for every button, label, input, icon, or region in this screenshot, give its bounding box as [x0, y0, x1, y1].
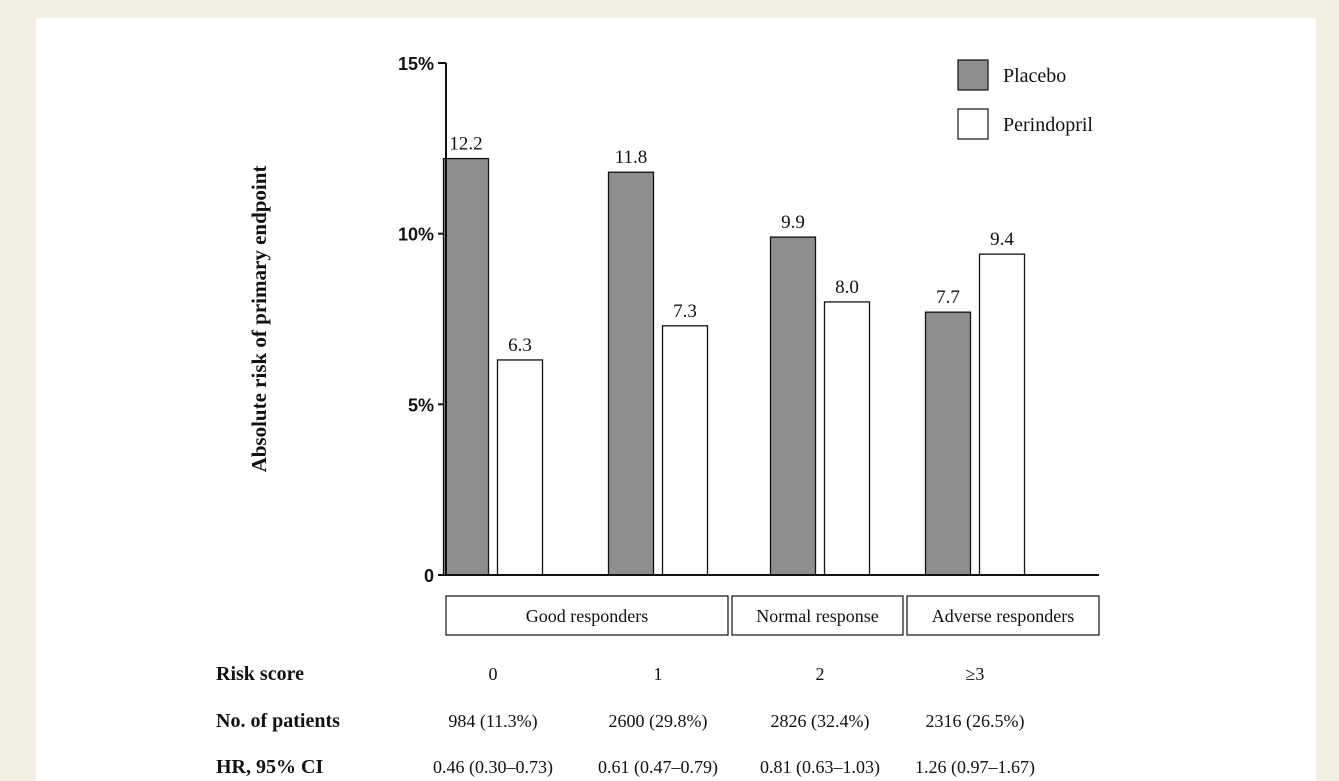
bar-label-perindopril-2: 8.0 — [835, 277, 859, 298]
data-table: Risk score 0 1 2 ≥3 No. of patients 984 (11.3%… — [216, 663, 1035, 778]
table-cell-0-2: 2 — [816, 664, 825, 684]
bar-placebo-2 — [769, 236, 817, 576]
group-box-0 — [445, 595, 729, 636]
legend: Placebo Perindopril — [957, 59, 1093, 140]
bar-label-perindopril-0: 6.3 — [508, 335, 532, 356]
table-cell-2-0: 0.46 (0.30–0.73) — [433, 757, 553, 778]
legend-swatch-perindopril — [957, 108, 989, 140]
bar-perindopril-3 — [978, 253, 1026, 576]
table-cell-2-3: 1.26 (0.97–1.67) — [915, 757, 1035, 778]
y-axis-title: Absolute risk of primary endpoint — [247, 166, 271, 473]
bar-label-placebo-0: 12.2 — [449, 134, 482, 155]
table-row-label-2: HR, 95% CI — [216, 756, 323, 778]
table-row-label-0: Risk score — [216, 663, 304, 685]
bar-perindopril-0 — [496, 359, 544, 576]
bar-placebo-3 — [924, 311, 972, 576]
table-cell-1-1: 2600 (29.8%) — [609, 711, 708, 732]
group-boxes: Good responders Normal response Adverse re… — [445, 595, 1100, 636]
table-cell-0-1: 1 — [654, 664, 663, 684]
y-tick-label: 0 — [424, 566, 434, 586]
bar-chart: Absolute risk of primary endpoint 0 5% 10%… — [216, 54, 1100, 778]
bar-placebo-0 — [442, 157, 490, 576]
bar-label-perindopril-3: 9.4 — [990, 229, 1014, 250]
table-cell-1-3: 2316 (26.5%) — [926, 711, 1025, 732]
bar-placebo-1 — [607, 171, 655, 576]
group-label-2: Adverse responders — [932, 606, 1074, 626]
y-axis-ticks: 0 5% 10% 15% — [398, 54, 446, 586]
group-box-1 — [731, 595, 904, 636]
bar-perindopril-2 — [823, 301, 871, 576]
legend-label-placebo: Placebo — [1003, 65, 1066, 87]
bars — [442, 157, 1026, 576]
table-cell-1-0: 984 (11.3%) — [448, 711, 537, 732]
figure-panel: Absolute risk of primary endpoint 0 5% 10%… — [36, 18, 1316, 781]
bar-value-labels: 12.2 6.3 11.8 7.3 9.9 8.0 7.7 9.4 — [449, 134, 1014, 356]
table-cell-1-2: 2826 (32.4%) — [771, 711, 870, 732]
table-cell-2-2: 0.81 (0.63–1.03) — [760, 757, 880, 778]
legend-label-perindopril: Perindopril — [1003, 114, 1093, 136]
group-label-1: Normal response — [756, 606, 878, 626]
group-box-2 — [906, 595, 1100, 636]
bar-perindopril-1 — [661, 325, 709, 576]
table-cell-2-1: 0.61 (0.47–0.79) — [598, 757, 718, 778]
bar-label-placebo-1: 11.8 — [615, 147, 648, 168]
y-tick-label: 5% — [408, 395, 434, 415]
bar-label-placebo-2: 9.9 — [781, 212, 805, 233]
group-label-0: Good responders — [526, 606, 648, 626]
table-row-label-1: No. of patients — [216, 710, 340, 732]
y-tick-label: 15% — [398, 54, 434, 74]
table-cell-0-3: ≥3 — [966, 664, 985, 684]
bar-label-placebo-3: 7.7 — [936, 287, 960, 308]
bar-label-perindopril-1: 7.3 — [673, 301, 697, 322]
y-tick-label: 10% — [398, 225, 434, 245]
legend-swatch-placebo — [957, 59, 989, 91]
table-cell-0-0: 0 — [489, 664, 498, 684]
